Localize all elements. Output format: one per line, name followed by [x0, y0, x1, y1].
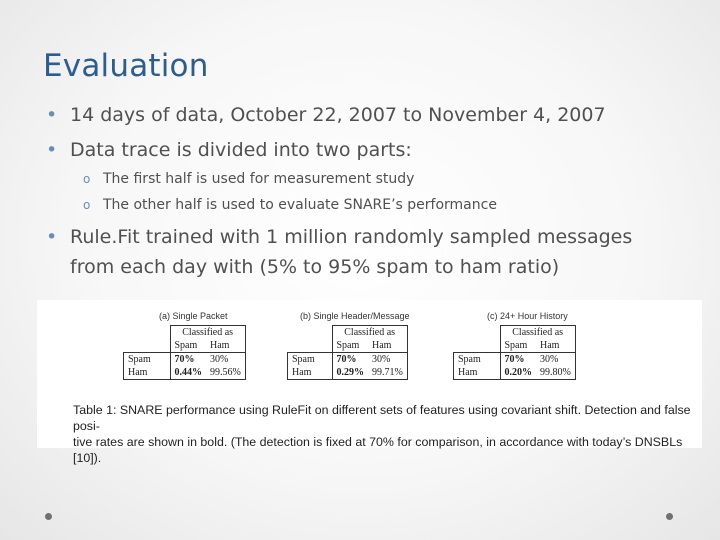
table-b-row-label: Spam [287, 352, 332, 366]
table-a-label: (a) Single Packet [159, 311, 228, 321]
table-a-col: Ham [206, 339, 246, 353]
table-a-row-label: Ham [123, 366, 170, 380]
table-a-row-label: Spam [123, 352, 170, 366]
table-figure: (a) Single Packet Classified as Spam Ham… [37, 300, 702, 465]
sub-bullet-text: The first half is used for measurement s… [103, 171, 415, 187]
bullet-item: • Data trace is divided into two parts: [46, 139, 412, 162]
table-b: Classified as Spam Ham Spam 70% 30% Ham … [287, 325, 408, 380]
table-b-row-label: Ham [287, 366, 332, 380]
table-c-cell: 30% [536, 352, 576, 366]
table-b-col: Ham [368, 339, 408, 353]
bullet-continuation: from each day with (5% to 95% spam to ha… [70, 256, 559, 279]
table-a-cell: 0.44% [169, 366, 206, 380]
bullet-item: • Rule.Fit trained with 1 million random… [46, 226, 633, 249]
caption-line: tive rates are shown in bold. (The detec… [73, 435, 683, 465]
table-c-label: (c) 24+ Hour History [487, 311, 568, 321]
bullet-text: 14 days of data, October 22, 2007 to Nov… [70, 104, 606, 126]
table-b-col: Spam [331, 339, 368, 353]
table-a-header: Classified as [169, 325, 246, 339]
sub-bullet-marker: o [83, 172, 91, 186]
table-a: Classified as Spam Ham Spam 70% 30% Ham … [123, 325, 246, 380]
table-c-col: Spam [499, 339, 536, 353]
table-c-row-label: Spam [453, 352, 500, 366]
table-a-cell: 30% [206, 352, 246, 366]
table-c: Classified as Spam Ham Spam 70% 30% Ham … [453, 325, 576, 380]
slide-title: Evaluation [43, 48, 209, 84]
bullet-item: • 14 days of data, October 22, 2007 to N… [46, 104, 606, 127]
table-b-cell: 30% [368, 352, 408, 366]
caption-line: Table 1: SNARE performance using RuleFit… [73, 403, 691, 433]
table-b-cell: 70% [331, 352, 368, 366]
bullet-marker: • [46, 226, 58, 248]
table-c-cell: 70% [499, 352, 536, 366]
table-c-cell: 99.80% [536, 366, 576, 380]
table-c-header: Classified as [499, 325, 576, 339]
bullet-marker: • [46, 104, 58, 126]
table-b-label: (b) Single Header/Message [300, 311, 410, 321]
table-b-header: Classified as [331, 325, 408, 339]
table-a-cell: 70% [169, 352, 206, 366]
sub-bullet-text: The other half is used to evaluate SNARE… [103, 197, 497, 213]
bullet-text: Data trace is divided into two parts: [70, 139, 412, 161]
bullet-text: from each day with (5% to 95% spam to ha… [70, 256, 560, 278]
table-c-row-label: Ham [453, 366, 500, 380]
bullet-marker: • [46, 139, 58, 161]
table-a-col: Spam [169, 339, 206, 353]
sub-bullet-marker: o [83, 198, 91, 212]
table-c-cell: 0.20% [499, 366, 536, 380]
table-b-cell: 0.29% [331, 366, 368, 380]
sub-bullet-item: o The first half is used for measurement… [83, 170, 415, 188]
table-a-cell: 99.56% [206, 366, 246, 380]
prev-slide-dot-icon[interactable] [45, 513, 52, 520]
table-c-col: Ham [536, 339, 576, 353]
sub-bullet-item: o The other half is used to evaluate SNA… [83, 196, 497, 214]
next-slide-dot-icon[interactable] [666, 513, 673, 520]
table-b-cell: 99.71% [368, 366, 408, 380]
table-caption: Table 1: SNARE performance using RuleFit… [73, 402, 693, 466]
bullet-text: Rule.Fit trained with 1 million randomly… [70, 226, 633, 248]
